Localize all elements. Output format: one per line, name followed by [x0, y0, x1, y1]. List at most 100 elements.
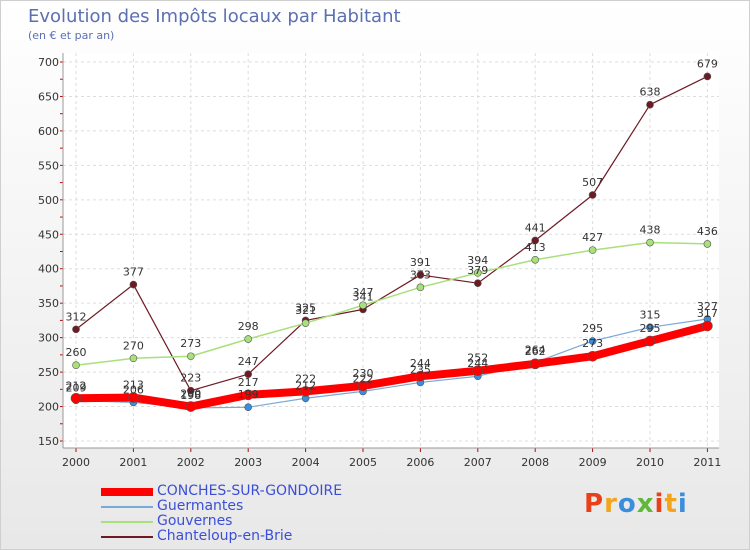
data-label-conches-sur-gondoire: 244	[410, 357, 431, 370]
data-label-gouvernes: 438	[640, 224, 661, 237]
legend-item-chanteloup: Chanteloup-en-Brie	[101, 529, 342, 544]
legend-swatch-conches	[101, 487, 153, 496]
data-label-gouvernes: 273	[180, 337, 201, 350]
data-point-conches-sur-gondoire	[128, 392, 139, 403]
data-label-gouvernes: 427	[582, 231, 603, 244]
y-tick-label: 600	[38, 125, 59, 138]
data-label-chanteloup-en-brie: 638	[640, 86, 661, 99]
logo-letter: i	[677, 489, 688, 519]
y-tick-label: 250	[38, 366, 59, 379]
logo-letter: r	[604, 489, 618, 519]
plot-area	[63, 53, 719, 448]
y-tick-label: 700	[38, 56, 59, 69]
data-label-gouvernes: 413	[525, 241, 546, 254]
x-tick-label: 2008	[521, 456, 549, 469]
data-label-conches-sur-gondoire: 317	[697, 307, 718, 320]
data-point-chanteloup-en-brie	[129, 280, 138, 289]
data-label-chanteloup-en-brie: 507	[582, 176, 603, 189]
data-point-conches-sur-gondoire	[185, 401, 197, 412]
data-point-gouvernes	[531, 255, 540, 264]
data-label-chanteloup-en-brie: 325	[295, 301, 316, 314]
legend-item-gouvernes: Gouvernes	[101, 514, 342, 529]
data-point-conches-sur-gondoire	[415, 370, 426, 382]
data-point-gouvernes	[588, 246, 597, 254]
x-tick-label: 2002	[177, 456, 205, 469]
data-label-conches-sur-gondoire: 213	[123, 379, 144, 392]
data-point-chanteloup-en-brie	[703, 72, 712, 81]
data-label-layer: 312 377 223 247 325 341 391 379 441 507 638 679 260 2…	[66, 57, 718, 401]
data-label-guermantes: 235	[410, 363, 431, 376]
data-label-guermantes: 212	[295, 379, 316, 392]
data-label-guermantes: 295	[582, 322, 603, 335]
data-label-gouvernes: 394	[467, 254, 488, 267]
x-tick-label: 2001	[119, 456, 147, 469]
data-point-conches-sur-gondoire	[644, 335, 656, 347]
data-label-gouvernes: 373	[410, 268, 431, 281]
data-point-guermantes	[244, 403, 252, 412]
data-label-chanteloup-en-brie: 379	[467, 264, 488, 277]
data-label-guermantes: 198	[180, 389, 201, 402]
chart-subtitle: (en € et par an)	[28, 29, 115, 42]
x-tick-label: 2009	[579, 456, 607, 469]
data-label-guermantes: 327	[697, 300, 718, 313]
x-tick-label: 2006	[406, 456, 434, 469]
data-label-conches-sur-gondoire: 252	[467, 352, 488, 365]
data-label-chanteloup-en-brie: 391	[410, 256, 431, 269]
data-point-gouvernes	[129, 354, 138, 363]
data-label-chanteloup-en-brie: 377	[123, 266, 144, 279]
logo-letter: x	[636, 489, 655, 519]
x-tick-label: 2007	[464, 456, 492, 469]
data-label-conches-sur-gondoire: 200	[180, 388, 201, 401]
series-line-chanteloup-en-brie	[75, 75, 709, 392]
data-point-gouvernes	[646, 238, 654, 247]
data-point-chanteloup-en-brie	[588, 191, 597, 199]
y-tick-label: 350	[38, 297, 59, 310]
data-point-chanteloup-en-brie	[531, 236, 540, 245]
y-tick-label: 650	[38, 90, 59, 103]
data-label-conches-sur-gondoire: 262	[525, 345, 546, 358]
data-label-gouvernes: 270	[123, 339, 144, 352]
data-point-chanteloup-en-brie	[646, 100, 654, 109]
data-point-gouvernes	[72, 361, 80, 370]
data-point-chanteloup-en-brie	[244, 370, 252, 378]
series-layer	[70, 72, 713, 412]
legend-item-conches: CONCHES-SUR-GONDOIRE	[101, 484, 342, 499]
y-tick-label: 450	[38, 228, 59, 241]
data-point-conches-sur-gondoire	[587, 350, 598, 362]
data-point-gouvernes	[301, 319, 310, 327]
logo-letter: i	[654, 489, 665, 519]
series-line-conches-sur-gondoire	[72, 321, 712, 411]
x-tick-label: 2005	[349, 456, 377, 469]
proxiti-logo: Proxiti	[584, 489, 688, 519]
data-point-conches-sur-gondoire	[529, 358, 541, 370]
data-label-conches-sur-gondoire: 230	[353, 367, 374, 380]
logo-letter: o	[617, 489, 637, 519]
data-label-chanteloup-en-brie: 223	[180, 372, 201, 385]
data-point-chanteloup-en-brie	[187, 386, 195, 395]
logo-letter: t	[664, 489, 678, 519]
data-label-conches-sur-gondoire: 273	[582, 337, 603, 350]
data-label-chanteloup-en-brie: 247	[238, 355, 259, 368]
data-label-chanteloup-en-brie: 341	[353, 290, 374, 303]
x-tick-label: 2011	[693, 456, 721, 469]
grid-layer	[63, 53, 719, 448]
data-point-gouvernes	[359, 301, 367, 310]
x-tick-label: 2000	[62, 456, 90, 469]
data-point-gouvernes	[244, 335, 252, 343]
data-label-gouvernes: 347	[353, 286, 374, 299]
chart-title: Evolution des Impôts locaux par Habitant	[28, 6, 401, 27]
data-label-gouvernes: 298	[238, 320, 259, 333]
data-point-gouvernes	[416, 283, 425, 292]
data-label-guermantes: 244	[467, 357, 488, 370]
data-label-gouvernes: 436	[697, 225, 718, 238]
legend-swatch-guermantes	[101, 505, 153, 508]
data-label-conches-sur-gondoire: 217	[238, 376, 259, 389]
data-point-conches-sur-gondoire	[70, 392, 82, 404]
legend-label-guermantes: Guermantes	[157, 498, 244, 514]
x-tick-label: 2010	[636, 456, 664, 469]
legend-swatch-chanteloup	[101, 535, 153, 538]
x-tick-label: 2003	[234, 456, 262, 469]
y-tick-label: 300	[38, 332, 59, 345]
data-point-chanteloup-en-brie	[416, 271, 425, 279]
